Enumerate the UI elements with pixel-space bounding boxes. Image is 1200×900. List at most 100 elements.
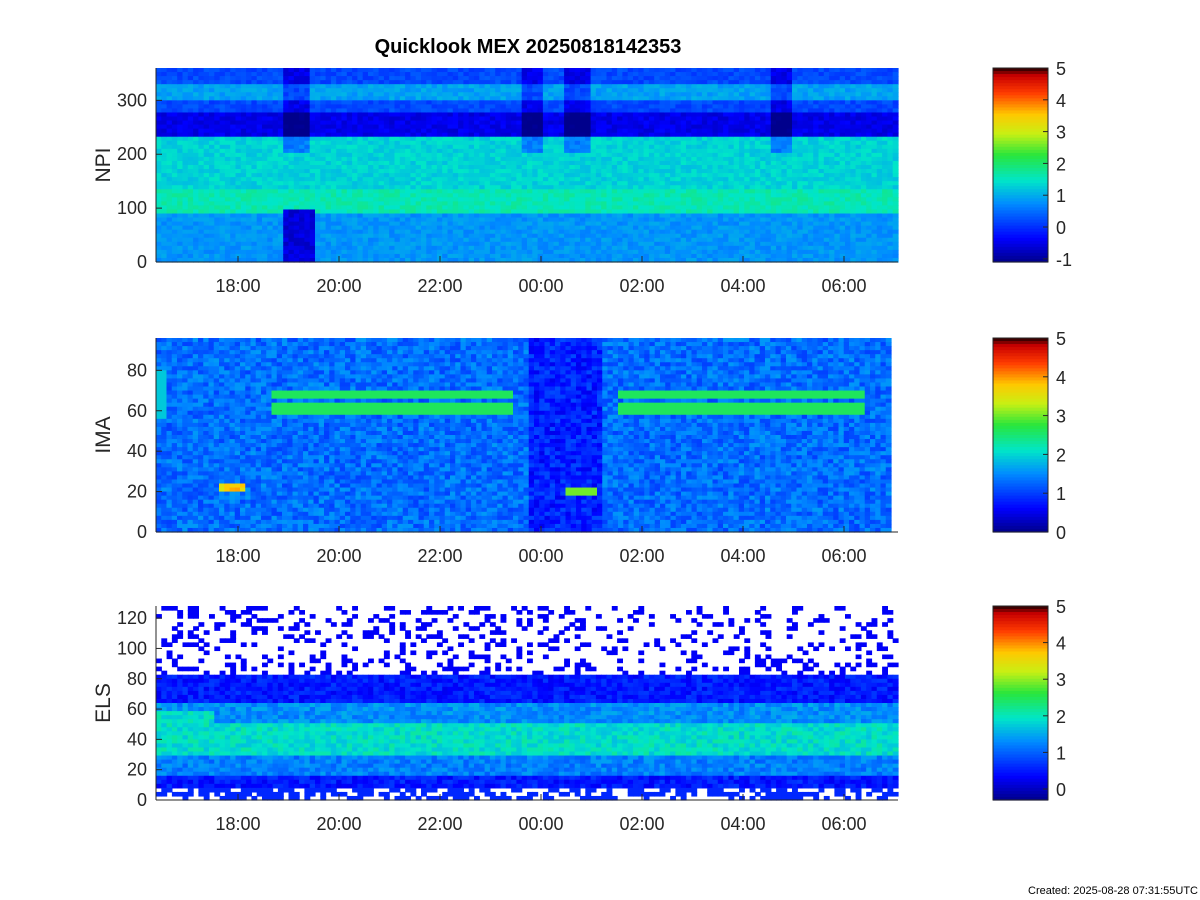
heatmap-cell <box>219 152 226 158</box>
heatmap-cell <box>251 92 258 97</box>
heatmap-cell <box>664 253 671 259</box>
heatmap-cell <box>516 185 523 190</box>
heatmap-cell <box>426 144 433 150</box>
heatmap-cell <box>336 104 343 110</box>
heatmap-cell <box>617 197 623 202</box>
heatmap-cell <box>447 249 454 255</box>
heatmap-cell <box>426 213 433 219</box>
heatmap-cell <box>442 152 449 158</box>
heatmap-cell <box>352 221 358 227</box>
heatmap-cell <box>574 181 581 186</box>
heatmap-cell <box>166 233 173 239</box>
heatmap-cell <box>627 132 634 138</box>
heatmap-cell <box>251 245 258 251</box>
heatmap-cell <box>277 160 284 166</box>
heatmap-cell <box>431 169 438 174</box>
heatmap-cell <box>389 165 396 170</box>
heatmap-cell <box>410 241 417 247</box>
heatmap-cell <box>601 253 608 259</box>
heatmap-cell <box>399 80 406 85</box>
heatmap-cell <box>474 185 480 190</box>
heatmap-cell <box>299 124 305 130</box>
heatmap-cell <box>272 197 279 202</box>
heatmap-cell <box>193 88 199 93</box>
heatmap-cell <box>325 193 332 198</box>
heatmap-cell <box>209 132 215 138</box>
heatmap-cell <box>627 156 634 162</box>
heatmap-cell <box>458 112 464 118</box>
heatmap-cell <box>256 108 263 114</box>
heatmap-cell <box>203 104 210 110</box>
heatmap-cell <box>288 245 295 251</box>
heatmap-cell <box>680 165 687 170</box>
heatmap-cell <box>458 229 464 235</box>
heatmap-cell <box>277 100 284 105</box>
heatmap-cell <box>686 209 692 215</box>
heatmap-cell <box>664 72 671 77</box>
heatmap-cell <box>320 92 327 97</box>
heatmap-cell <box>251 112 258 118</box>
heatmap-cell <box>479 249 486 255</box>
heatmap-cell <box>193 189 199 194</box>
heatmap-cell <box>516 257 523 263</box>
heatmap-cell <box>696 257 703 263</box>
heatmap-cell <box>166 100 173 105</box>
heatmap-cell <box>500 132 507 138</box>
heatmap-cell <box>330 144 337 150</box>
heatmap-cell <box>161 181 168 186</box>
heatmap-cell <box>246 229 252 235</box>
heatmap-cell <box>399 177 406 182</box>
heatmap-cell <box>224 181 231 186</box>
heatmap-cell <box>521 249 528 255</box>
heatmap-cell <box>399 205 406 211</box>
heatmap-cell <box>574 213 581 219</box>
heatmap-cell <box>590 88 597 93</box>
heatmap-cell <box>293 148 300 154</box>
heatmap-cell <box>474 156 480 162</box>
heatmap-cell <box>368 165 374 170</box>
heatmap-cell <box>219 173 226 178</box>
heatmap-cell <box>521 209 528 215</box>
heatmap-cell <box>468 253 475 259</box>
heatmap-cell <box>320 205 327 211</box>
heatmap-cell <box>458 76 464 81</box>
heatmap-cell <box>394 233 401 239</box>
heatmap-cell <box>209 197 215 202</box>
heatmap-cell <box>309 68 316 73</box>
heatmap-cell <box>484 148 491 154</box>
heatmap-cell <box>558 108 565 114</box>
heatmap-cell <box>447 209 454 215</box>
heatmap-cell <box>479 201 486 207</box>
heatmap-cell <box>686 96 692 101</box>
heatmap-cell <box>203 80 210 85</box>
heatmap-cell <box>198 80 205 85</box>
heatmap-cell <box>595 116 602 122</box>
heatmap-cell <box>442 72 449 77</box>
heatmap-cell <box>680 201 687 207</box>
heatmap-cell <box>505 76 512 81</box>
heatmap-cell <box>315 173 321 178</box>
heatmap-cell <box>564 181 570 186</box>
heatmap-cell <box>595 108 602 114</box>
heatmap-cell <box>452 152 459 158</box>
heatmap-cell <box>447 80 454 85</box>
heatmap-cell <box>686 249 692 255</box>
heatmap-cell <box>193 148 199 154</box>
heatmap-cell <box>415 92 422 97</box>
heatmap-cell <box>627 241 634 247</box>
heatmap-cell <box>209 108 215 114</box>
heatmap-cell <box>691 165 698 170</box>
heatmap-cell <box>156 92 162 97</box>
heatmap-cell <box>521 148 528 154</box>
heatmap-cell <box>564 96 570 101</box>
heatmap-cell <box>542 257 549 263</box>
heatmap-cell <box>262 245 268 251</box>
heatmap-cell <box>219 185 226 190</box>
heatmap-cell <box>304 92 311 97</box>
heatmap-cell <box>214 152 221 158</box>
heatmap-cell <box>511 201 517 207</box>
heatmap-cell <box>219 197 226 202</box>
heatmap-cell <box>675 181 682 186</box>
heatmap-cell <box>553 189 560 194</box>
heatmap-cell <box>240 112 247 118</box>
